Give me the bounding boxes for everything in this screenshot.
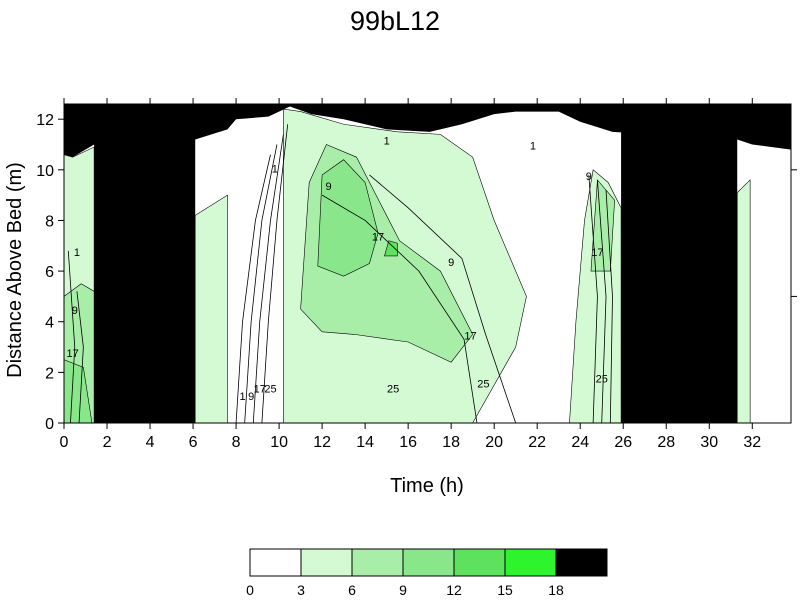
contour-line-10 — [321, 194, 478, 423]
colorbar-swatch-5 — [504, 548, 557, 577]
contour-label-18: 17 — [66, 348, 78, 360]
contour-line-5 — [597, 179, 607, 423]
colorbar-swatch-3 — [402, 548, 455, 577]
colorbar-swatch-4 — [453, 548, 506, 577]
contour-label-11: 17 — [254, 384, 266, 396]
x-tick-label-7: 14 — [356, 434, 374, 451]
colorbar-tick-label-6: 18 — [548, 582, 564, 598]
x-tick-label-1: 2 — [103, 434, 112, 451]
x-tick-label-16: 32 — [743, 434, 761, 451]
contour-label-0: 1 — [272, 163, 278, 175]
contour-line-4 — [588, 174, 598, 423]
contour-line-7 — [67, 250, 76, 423]
contour-label-5: 9 — [448, 257, 454, 269]
x-tick-label-0: 0 — [60, 434, 69, 451]
colorbar-tick-label-2: 6 — [348, 582, 356, 598]
y-tick-label-4: 8 — [45, 213, 54, 230]
colorbar-swatch-1 — [300, 548, 353, 577]
x-tick-label-10: 20 — [485, 434, 503, 451]
x-tick-label-15: 30 — [700, 434, 718, 451]
x-tick-label-4: 8 — [232, 434, 241, 451]
contour-line-3 — [261, 124, 289, 423]
contour-line-8 — [76, 291, 84, 423]
contour-label-3: 1 — [530, 141, 536, 153]
x-tick-label-9: 18 — [442, 434, 460, 451]
y-tick-label-0: 0 — [45, 416, 54, 433]
fill-region-4 — [736, 179, 751, 423]
contour-label-12: 25 — [264, 384, 276, 396]
contour-line-6 — [605, 190, 613, 423]
contour-label-10: 9 — [248, 391, 254, 403]
contour-label-9: 1 — [239, 391, 245, 403]
x-axis-label: Time (h) — [390, 475, 464, 497]
plot-frame — [63, 103, 792, 424]
contour-label-6: 17 — [464, 330, 476, 342]
x-tick-label-5: 10 — [270, 434, 288, 451]
contour-line-1 — [244, 144, 278, 423]
chart-title: 99bL12 — [350, 6, 440, 36]
contour-line-9 — [369, 174, 517, 423]
contour-label-17: 9 — [72, 305, 78, 317]
contour-label-16: 1 — [74, 247, 80, 259]
contour-label-7: 25 — [387, 384, 399, 396]
y-tick-label-1: 2 — [45, 365, 54, 382]
contour-line-0 — [235, 154, 271, 423]
contour-label-4: 17 — [372, 232, 384, 244]
colorbar-swatch-0 — [249, 548, 302, 577]
x-tick-label-2: 4 — [146, 434, 155, 451]
x-tick-label-13: 26 — [614, 434, 632, 451]
x-tick-label-8: 16 — [399, 434, 417, 451]
colorbar-swatch-2 — [351, 548, 404, 577]
colorbar-tick-label-0: 0 — [246, 582, 254, 598]
contour-label-2: 1 — [384, 136, 390, 148]
contour-label-14: 17 — [591, 247, 603, 259]
colorbar-swatch-6 — [555, 548, 608, 577]
colorbar-tick-label-3: 9 — [399, 582, 407, 598]
masked-time-block-0 — [94, 104, 196, 423]
contour-line-2 — [252, 134, 284, 423]
colorbar-tick-label-5: 15 — [497, 582, 513, 598]
colorbar-tick-label-1: 3 — [297, 582, 305, 598]
x-tick-label-6: 12 — [313, 434, 331, 451]
x-tick-label-3: 6 — [189, 434, 198, 451]
colorbar: 0 3 6 9 12 15 18 — [246, 548, 608, 598]
x-tick-label-11: 22 — [528, 434, 546, 451]
y-tick-label-5: 10 — [36, 163, 54, 180]
fill-region-10 — [384, 240, 398, 257]
contour-label-8: 25 — [477, 379, 489, 391]
masked-surface-region — [64, 104, 791, 158]
y-tick-label-3: 6 — [45, 264, 54, 281]
masked-time-block-1 — [621, 104, 738, 423]
colorbar-tick-label-4: 12 — [446, 582, 462, 598]
fill-region-1 — [194, 194, 228, 423]
contour-label-15: 25 — [596, 373, 608, 385]
fill-region-8 — [317, 159, 379, 277]
y-tick-label-2: 4 — [45, 315, 54, 332]
y-axis-label: Distance Above Bed (m) — [4, 162, 26, 378]
x-tick-label-14: 28 — [657, 434, 675, 451]
contour-label-1: 9 — [325, 181, 331, 193]
contour-label-13: 9 — [586, 171, 592, 183]
x-tick-label-12: 24 — [571, 434, 589, 451]
y-tick-label-6: 12 — [36, 112, 54, 129]
